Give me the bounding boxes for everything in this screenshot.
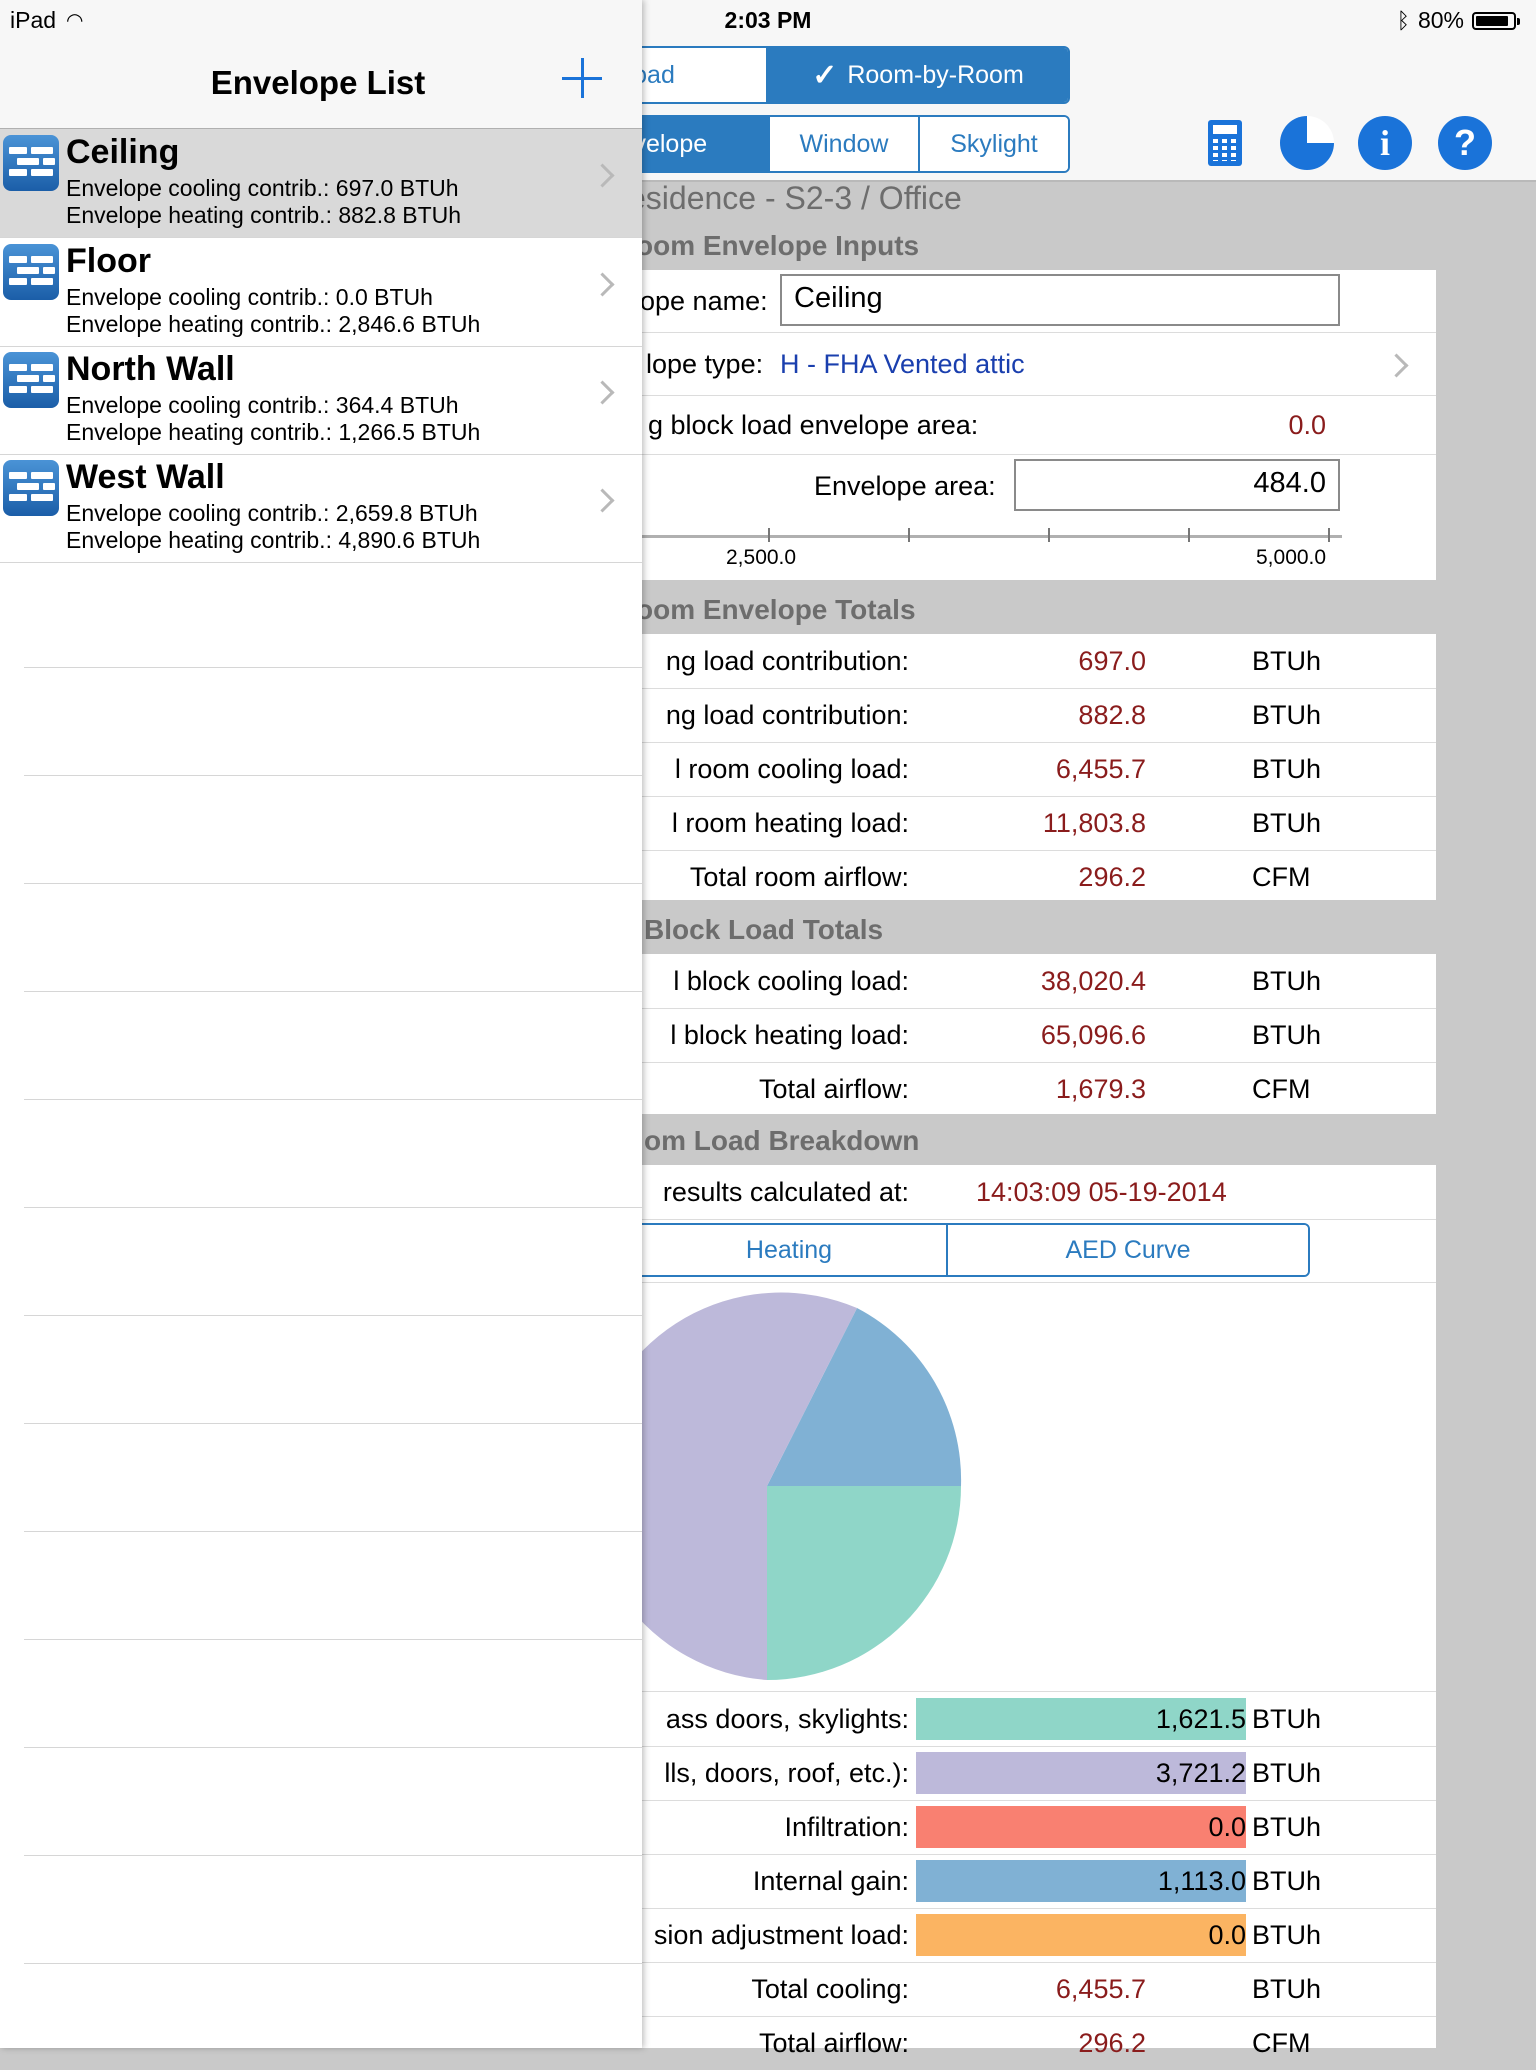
totals-row: l room heating load: 11,803.8 BTUh: [0, 796, 1436, 851]
pie-slice-internal-gain: [767, 1308, 962, 1486]
chevron-right-icon: [1384, 353, 1409, 378]
block-area-row: g block load envelope area: 0.0: [0, 396, 1436, 455]
status-bar: 2:03 PM iPad ◠ ᛒ 80%: [0, 0, 1536, 40]
envelope-area-row: Envelope area: 484.0: [0, 455, 1436, 515]
page-title: esidence - S2-3 / Office: [628, 180, 962, 216]
envelope-name-row: ope name: Ceiling: [0, 270, 1436, 333]
add-envelope-icon[interactable]: [562, 58, 602, 98]
envelope-name-field[interactable]: Ceiling: [780, 274, 1340, 326]
envelope-type-row[interactable]: lope type: H - FHA Vented attic: [0, 333, 1436, 396]
chevron-right-icon: [590, 272, 615, 297]
totals-row: Total room airflow: 296.2 CFM: [689, 862, 1311, 892]
pie-chart-icon[interactable]: [1280, 116, 1334, 170]
totals-row: l room cooling load: 6,455.7 BTUh: [0, 742, 1436, 797]
pie-slice-glass: [767, 1486, 961, 1680]
divider: [24, 1855, 642, 1856]
divider: [24, 1207, 642, 1208]
breakdown-bar-row: ass doors, skylights: 1,621.5 BTUh: [0, 1692, 1436, 1747]
checkmark-icon: ✓: [812, 58, 838, 92]
bar-adjustment: [916, 1914, 1246, 1956]
device-label: iPad: [10, 7, 57, 33]
breakdown-section-header: om Load Breakdown: [644, 1125, 920, 1156]
block-row: l block cooling load: 38,020.4 BTUh: [0, 954, 1436, 1009]
divider: [24, 667, 642, 668]
envelope-item-west-wall[interactable]: West Wall Envelope cooling contrib.: 2,6…: [0, 454, 642, 563]
breakdown-bar-row: lls, doors, roof, etc.): 3,721.2 BTUh: [0, 1746, 1436, 1801]
inputs-section-header: oom Envelope Inputs: [636, 230, 920, 261]
mode-tab-room-by-room[interactable]: ✓ Room-by-Room: [768, 48, 1068, 102]
divider: [24, 1747, 642, 1748]
drawer-title: Envelope List: [210, 64, 426, 101]
bar-glass: [916, 1698, 1246, 1740]
divider: [24, 991, 642, 992]
block-row: Total airflow: 1,679.3 CFM: [758, 1074, 1311, 1104]
envelope-list-drawer: Envelope List Ceiling Envelope cooling c…: [0, 0, 642, 2048]
breakdown-bar-row: Infiltration: 0.0 BTUh: [0, 1800, 1436, 1855]
drawer-header: Envelope List: [0, 0, 642, 129]
chevron-right-icon: [590, 488, 615, 513]
brick-wall-icon: [3, 460, 59, 516]
help-icon[interactable]: ?: [1438, 116, 1492, 170]
divider: [24, 883, 642, 884]
divider: [24, 1639, 642, 1640]
bar-envelope: [916, 1752, 1246, 1794]
tab-heating[interactable]: Heating: [632, 1225, 948, 1275]
tab-skylight[interactable]: Skylight: [920, 117, 1068, 171]
divider: [24, 1423, 642, 1424]
envelope-item-ceiling[interactable]: Ceiling Envelope cooling contrib.: 697.0…: [0, 129, 642, 238]
load-breakdown-pie-chart: [587, 1292, 962, 1680]
brick-wall-icon: [3, 135, 59, 191]
battery-percent: 80%: [1417, 7, 1464, 33]
chevron-right-icon: [590, 163, 615, 188]
tab-aed-curve[interactable]: AED Curve: [948, 1225, 1308, 1275]
tab-window[interactable]: Window: [770, 117, 920, 171]
bar-internal-gain: [916, 1860, 1246, 1902]
calc-time-row: results calculated at: 14:03:09 05-19-20…: [0, 1165, 1436, 1220]
bar-infiltration: [916, 1806, 1246, 1848]
total-cooling-row: Total cooling: 6,455.7 BTUh: [0, 1962, 1436, 2017]
envelope-area-field[interactable]: 484.0: [1014, 459, 1340, 511]
brick-wall-icon: [3, 244, 59, 300]
divider: [24, 1099, 642, 1100]
brick-wall-icon: [3, 352, 59, 408]
divider: [24, 1315, 642, 1316]
status-time: 2:03 PM: [724, 7, 812, 33]
breakdown-bar-row: sion adjustment load: 0.0 BTUh: [0, 1908, 1436, 1963]
block-section-header: Block Load Totals: [644, 914, 884, 945]
totals-row: ng load contribution: 882.8 BTUh: [0, 688, 1436, 743]
wifi-icon: ◠: [66, 10, 84, 32]
totals-section-header: oom Envelope Totals: [636, 594, 916, 625]
breakdown-segmented-control: Heating AED Curve: [630, 1223, 1310, 1277]
info-icon[interactable]: i: [1358, 116, 1412, 170]
envelope-area-slider[interactable]: 2,500.0 5,000.0: [642, 526, 1342, 569]
block-row: l block heating load: 65,096.6 BTUh: [0, 1008, 1436, 1063]
battery-icon: [1472, 11, 1520, 30]
totals-row: ng load contribution: 697.0 BTUh: [0, 634, 1436, 689]
divider: [24, 775, 642, 776]
envelope-item-north-wall[interactable]: North Wall Envelope cooling contrib.: 36…: [0, 346, 642, 455]
bluetooth-icon: ᛒ: [1396, 7, 1410, 33]
pie-slice-envelope: [587, 1292, 857, 1680]
breakdown-bar-row: Internal gain: 1,113.0 BTUh: [0, 1854, 1436, 1909]
calculator-icon[interactable]: [1208, 120, 1242, 166]
divider: [24, 1963, 642, 1964]
envelope-item-floor[interactable]: Floor Envelope cooling contrib.: 0.0 BTU…: [0, 238, 642, 347]
chevron-right-icon: [590, 380, 615, 405]
divider: [24, 1531, 642, 1532]
